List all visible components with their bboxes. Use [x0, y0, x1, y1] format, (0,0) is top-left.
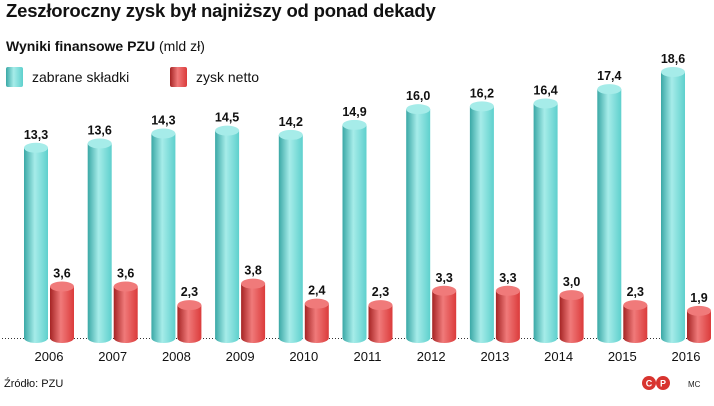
legend-item-premiums: zabrane składki: [6, 66, 129, 88]
legend-item-profit: zysk netto: [170, 66, 259, 88]
x-tick-label-2007: 2007: [98, 349, 127, 364]
profit-bar-2006: [50, 281, 74, 343]
premiums-bar-2006-value-label: 13,3: [24, 128, 48, 142]
x-tick-label-2016: 2016: [672, 349, 701, 364]
source-note: Źródło: PZU: [4, 378, 64, 390]
premiums-bar-2013: [469, 101, 494, 344]
subtitle-unit: (mld zł): [159, 38, 205, 54]
premiums-bar-2012: [406, 104, 431, 343]
profit-bar-2013: [495, 285, 520, 343]
profit-bar-2014-value-label: 3,0: [563, 275, 580, 289]
premiums-bar-2013-value-label: 16,2: [470, 86, 494, 100]
premiums-bar-2014-value-label: 16,4: [533, 83, 557, 97]
profit-bar-2016: [687, 305, 711, 343]
x-tick-label-2012: 2012: [417, 349, 446, 364]
profit-bar-2011-value-label: 2,3: [372, 285, 389, 299]
x-tick-label-2009: 2009: [226, 349, 255, 364]
x-tick-label-2013: 2013: [480, 349, 509, 364]
chart-subtitle: Wyniki finansowe PZU (mld zł): [6, 38, 205, 54]
legend-swatch-premiums: [6, 67, 23, 87]
publisher-logo-icon: C P: [642, 376, 670, 390]
profit-bar-2013-value-label: 3,3: [499, 271, 516, 285]
premiums-bar-2009-value-label: 14,5: [215, 111, 239, 125]
premiums-bar-2014: [533, 98, 558, 343]
profit-bar-2016-value-label: 1,9: [690, 291, 707, 305]
subtitle-bold: Wyniki finansowe PZU: [6, 38, 156, 54]
profit-bar-2009-value-label: 3,8: [244, 264, 261, 278]
profit-bar-2015: [623, 300, 648, 343]
profit-bar-2006-value-label: 3,6: [53, 267, 70, 281]
premiums-bar-2006: [24, 142, 48, 343]
x-tick-label-2011: 2011: [354, 349, 382, 364]
premiums-bar-2011-value-label: 14,9: [342, 105, 366, 119]
premiums-bar-2007: [87, 138, 112, 343]
profit-bar-2012: [432, 285, 457, 343]
profit-bar-2007: [113, 281, 138, 343]
x-tick-label-2008: 2008: [162, 349, 191, 364]
x-tick-label-2010: 2010: [289, 349, 318, 364]
premiums-bar-2008-value-label: 14,3: [151, 113, 175, 127]
legend-label-premiums: zabrane składki: [32, 69, 130, 85]
premiums-bar-2016: [661, 67, 685, 343]
chart-title: Zeszłoroczny zysk był najniższy od ponad…: [6, 0, 436, 21]
profit-bar-2007-value-label: 3,6: [117, 267, 134, 281]
svg-text:P: P: [660, 379, 666, 389]
premiums-bar-2010: [278, 129, 303, 343]
premiums-bar-2012-value-label: 16,0: [406, 89, 430, 103]
premiums-bar-2015-value-label: 17,4: [597, 69, 621, 83]
premiums-bar-2007-value-label: 13,6: [88, 124, 112, 138]
profit-bar-2014: [559, 290, 584, 343]
premiums-bar-2009: [215, 125, 240, 343]
profit-bar-2015-value-label: 2,3: [627, 285, 644, 299]
author-credit: MC: [688, 380, 701, 389]
legend-label-profit: zysk netto: [196, 69, 260, 85]
profit-bar-2012-value-label: 3,3: [436, 271, 453, 285]
profit-bar-2010-value-label: 2,4: [308, 284, 325, 298]
x-tick-label-2006: 2006: [35, 349, 64, 364]
svg-text:C: C: [646, 379, 653, 389]
profit-bar-2009: [241, 278, 266, 343]
profit-bar-2008-value-label: 2,3: [181, 285, 198, 299]
legend-swatch-profit: [170, 67, 187, 87]
premiums-bar-2016-value-label: 18,6: [661, 52, 685, 66]
x-tick-label-2015: 2015: [608, 349, 637, 364]
premiums-bar-2015: [597, 84, 622, 344]
x-tick-label-2014: 2014: [544, 349, 573, 364]
profit-bar-2008: [177, 300, 202, 343]
profit-bar-2010: [304, 298, 329, 343]
premiums-bar-2010-value-label: 14,2: [279, 115, 303, 129]
premiums-bar-2008: [151, 128, 176, 343]
premiums-bar-2011: [342, 119, 367, 344]
profit-bar-2011: [368, 300, 393, 343]
